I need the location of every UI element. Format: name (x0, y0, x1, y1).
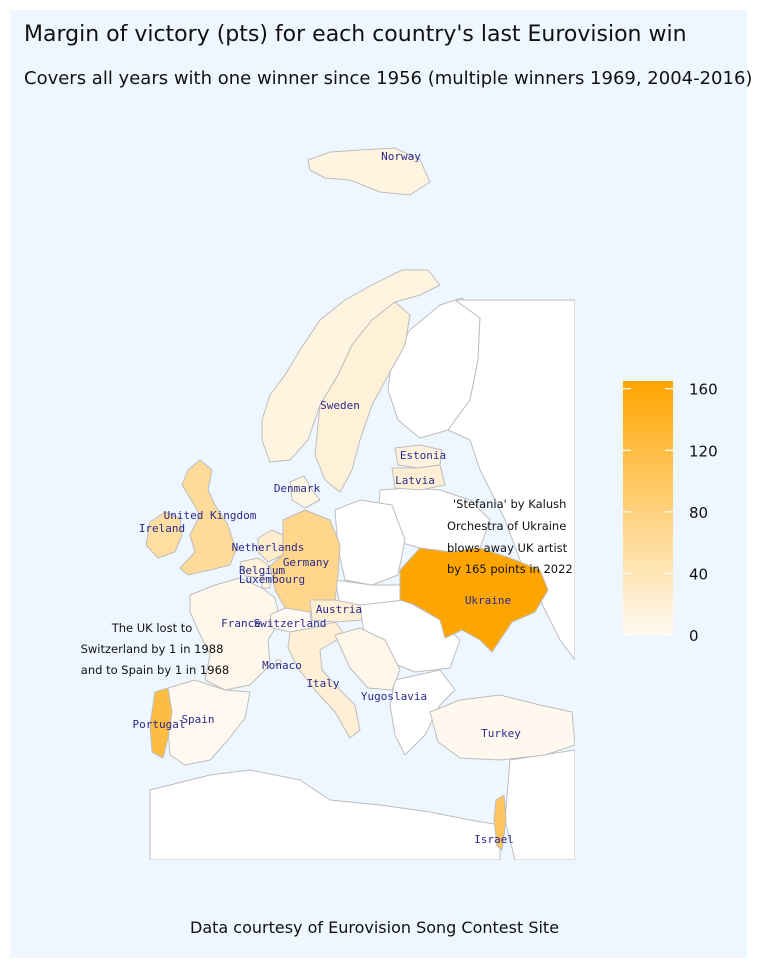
country-denmark[interactable] (289, 475, 321, 509)
country-italy[interactable] (287, 621, 361, 739)
annotation-uk-line-3: and to Spain by 1 in 1968 (81, 663, 229, 677)
country-latvia[interactable] (391, 464, 446, 491)
label-spain: Spain (181, 713, 214, 726)
annotation-uk: The UK lost to Switzerland by 1 in 1988 … (81, 621, 230, 677)
color-legend: 0 40 80 120 160 (623, 381, 718, 645)
legend-tick-label: 40 (689, 565, 708, 583)
legend-tick-label: 160 (689, 381, 718, 399)
country-north-africa[interactable] (149, 769, 501, 860)
label-norway: Norway (381, 150, 421, 163)
country-sweden[interactable] (314, 301, 411, 493)
label-luxembourg: Luxembourg (239, 573, 305, 586)
annotation-ukraine: 'Stefania' by Kalush Orchestra of Ukrain… (447, 497, 573, 576)
country-ireland[interactable] (145, 511, 183, 559)
label-italy: Italy (306, 677, 339, 690)
label-estonia: Estonia (400, 449, 446, 462)
label-switzerland: Switzerland (254, 617, 327, 630)
country-russia[interactable] (447, 299, 575, 661)
label-germany: Germany (283, 556, 330, 569)
chart-title: Margin of victory (pts) for each country… (24, 22, 687, 47)
label-monaco: Monaco (262, 659, 302, 672)
annotation-ukraine-line-2: Orchestra of Ukraine (447, 519, 566, 533)
map-area (70, 120, 575, 860)
country-israel[interactable] (493, 794, 507, 851)
label-latvia: Latvia (395, 474, 435, 487)
country-bulgaria-greece[interactable] (389, 669, 456, 756)
country-united-kingdom[interactable] (179, 459, 237, 576)
annotation-ukraine-line-4: by 165 points in 2022 (447, 562, 573, 576)
country-monaco[interactable] (275, 659, 282, 666)
chart-subtitle: Covers all years with one winner since 1… (24, 68, 753, 89)
label-turkey: Turkey (481, 727, 521, 740)
annotation-ukraine-line-1: 'Stefania' by Kalush (453, 497, 566, 511)
annotation-uk-line-1: The UK lost to (111, 621, 193, 635)
country-belgium[interactable] (239, 557, 271, 579)
country-ukraine[interactable] (399, 547, 549, 653)
label-austria: Austria (316, 603, 362, 616)
label-france: France (221, 617, 261, 630)
country-middle-east[interactable] (504, 749, 575, 860)
data-caption: Data courtesy of Eurovision Song Contest… (190, 918, 560, 937)
label-portugal: Portugal (133, 718, 186, 731)
legend-tick-label: 120 (689, 442, 718, 460)
label-israel: Israel (474, 833, 514, 846)
label-denmark: Denmark (274, 482, 321, 495)
country-poland[interactable] (334, 499, 406, 586)
annotation-ukraine-line-3: blows away UK artist (447, 541, 568, 555)
country-austria[interactable] (309, 599, 363, 623)
legend-tick-label: 0 (689, 627, 699, 645)
legend-colorbar (623, 381, 673, 635)
country-labels: Norway Sweden Estonia Latvia Denmark Uni… (133, 150, 522, 846)
label-netherlands: Netherlands (232, 541, 305, 554)
label-united-kingdom: United Kingdom (164, 509, 257, 522)
country-turkey[interactable] (429, 694, 575, 761)
country-yugoslavia[interactable] (334, 627, 401, 691)
country-norway[interactable] (261, 147, 441, 463)
label-ireland: Ireland (139, 522, 185, 535)
country-portugal[interactable] (149, 687, 173, 759)
country-france[interactable] (189, 577, 281, 691)
label-ukraine: Ukraine (465, 594, 511, 607)
annotation-uk-line-2: Switzerland by 1 in 1988 (81, 642, 224, 656)
label-sweden: Sweden (320, 399, 360, 412)
label-yugoslavia: Yugoslavia (361, 690, 427, 703)
label-belgium: Belgium (239, 564, 286, 577)
country-luxembourg[interactable] (261, 577, 271, 589)
legend-tick-label: 80 (689, 504, 708, 522)
